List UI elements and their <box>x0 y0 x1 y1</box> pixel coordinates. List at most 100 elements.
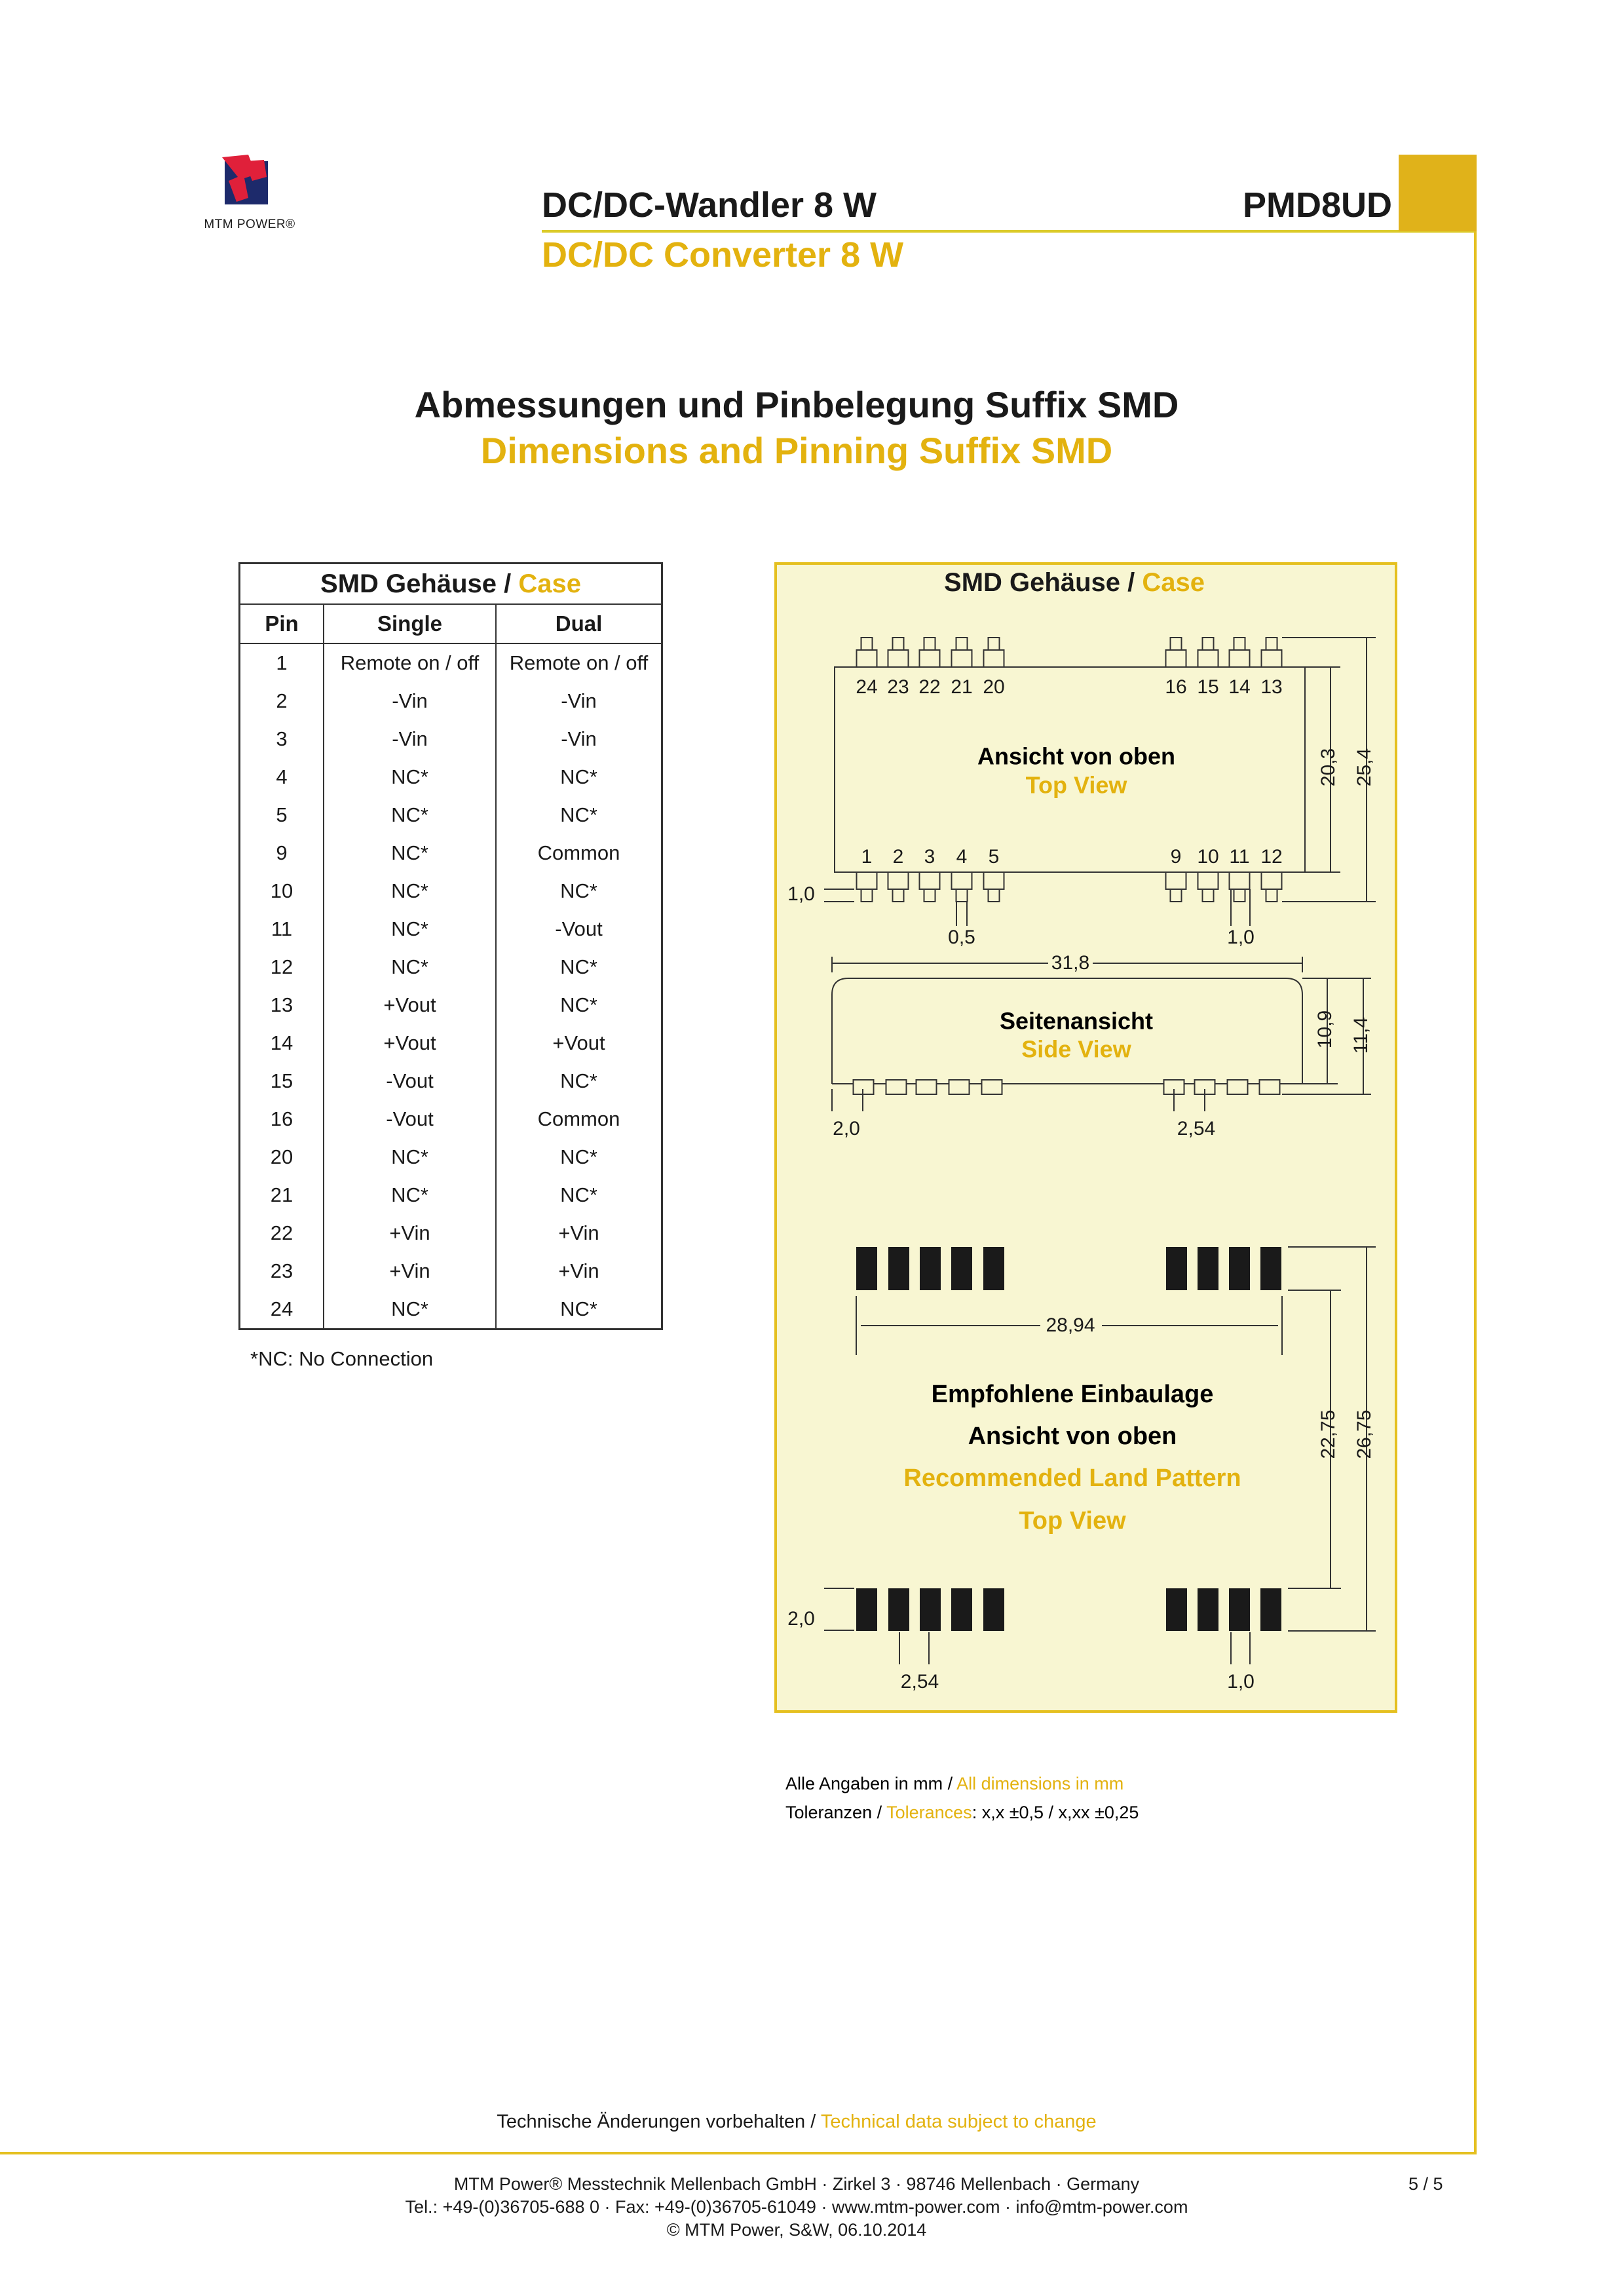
title-german: DC/DC-Wandler 8 W <box>542 185 877 225</box>
table-row: 9 NC* Common <box>238 834 663 872</box>
land-pattern-label-german: Empfohlene Einbaulage <box>932 1381 1214 1408</box>
diagram-title-german: SMD Gehäuse / <box>944 568 1142 597</box>
column-header-dual: Dual <box>495 603 663 644</box>
pin-outline <box>1228 871 1251 890</box>
pin-side <box>981 1079 1003 1095</box>
module-body-top-view <box>834 666 1306 873</box>
pin-cell: 12 <box>238 948 324 986</box>
pin-cell: 20 <box>238 1138 324 1176</box>
table-row: 5 NC* NC* <box>238 796 663 834</box>
pin-cell: 9 <box>238 834 324 872</box>
table-row: 24 NC* NC* <box>238 1290 663 1330</box>
pin-tip <box>955 889 968 902</box>
units-note: Alle Angaben in mm / All dimensions in m… <box>785 1774 1124 1793</box>
pin-cell: 21 <box>238 1176 324 1214</box>
footer-divider <box>0 2152 1477 2154</box>
dimension-label: 31,8 <box>1051 952 1089 974</box>
pin-number-label: 2 <box>893 846 904 868</box>
table-row: 21 NC* NC* <box>238 1176 663 1214</box>
single-cell: NC* <box>323 1176 497 1214</box>
solder-pad <box>1229 1247 1250 1290</box>
pin-outline <box>918 871 941 890</box>
dimension-label: 20,3 <box>1317 748 1339 786</box>
pin-cell: 14 <box>238 1024 324 1062</box>
title-divider <box>542 230 1477 233</box>
dual-cell: NC* <box>495 872 663 910</box>
solder-pad <box>888 1247 909 1290</box>
table-row: 13 +Vout NC* <box>238 986 663 1024</box>
dual-cell: +Vout <box>495 1024 663 1062</box>
solder-pad <box>1260 1247 1281 1290</box>
solder-pad <box>1260 1588 1281 1631</box>
caption-german: SMD Gehäuse / <box>320 569 519 598</box>
page-number: 5 / 5 <box>1408 2174 1443 2194</box>
pin-side <box>1226 1079 1249 1095</box>
single-cell: -Vout <box>323 1062 497 1100</box>
right-border <box>1474 231 1477 2154</box>
solder-pad <box>951 1247 972 1290</box>
pin-number-label: 16 <box>1165 676 1186 698</box>
single-cell: +Vin <box>323 1214 497 1252</box>
solder-pad <box>951 1588 972 1631</box>
pin-cell: 13 <box>238 986 324 1024</box>
dimension-label: 1,0 <box>1227 927 1255 948</box>
table-row: 16 -Vout Common <box>238 1100 663 1138</box>
pin-outline <box>1228 649 1251 668</box>
dual-cell: -Vin <box>495 720 663 758</box>
pin-tip <box>892 637 905 651</box>
pin-tip <box>1201 637 1215 651</box>
solder-pad <box>1198 1247 1218 1290</box>
pinning-table: SMD Gehäuse / Case Pin Single Dual 1 Remo… <box>238 562 663 1330</box>
solder-pad <box>856 1588 877 1631</box>
case-drawing-panel <box>774 562 1397 1713</box>
single-cell: NC* <box>323 910 497 948</box>
top-view-label-german: Ansicht von oben <box>977 743 1175 770</box>
table-row: 23 +Vin +Vin <box>238 1252 663 1290</box>
table-row: 11 NC* -Vout <box>238 910 663 948</box>
dual-cell: NC* <box>495 758 663 796</box>
table-caption: SMD Gehäuse / Case <box>238 562 663 605</box>
section-heading-english: Dimensions and Pinning Suffix SMD <box>480 430 1113 471</box>
dimension-label: 2,54 <box>901 1671 939 1693</box>
side-view-label-german: Seitenansicht <box>1000 1008 1153 1035</box>
pin-number-label: 3 <box>924 846 935 868</box>
dimension-label: 1,0 <box>1227 1671 1255 1693</box>
tolerance-note: Toleranzen / Tolerances: x,x ±0,5 / x,xx… <box>785 1803 1139 1822</box>
pin-outline <box>983 871 1005 890</box>
pin-side <box>885 1079 907 1095</box>
dual-cell: NC* <box>495 1062 663 1100</box>
dual-cell: NC* <box>495 1138 663 1176</box>
pin-outline <box>1197 871 1219 890</box>
solder-pad <box>983 1247 1004 1290</box>
company-address: MTM Power® Messtechnik Mellenbach GmbH ·… <box>453 2174 1140 2194</box>
pin-tip <box>923 637 936 651</box>
pin-tip <box>1201 889 1215 902</box>
column-header-pin: Pin <box>238 603 324 644</box>
dual-cell: NC* <box>495 948 663 986</box>
pin-outline <box>1197 649 1219 668</box>
pin-outline <box>951 649 973 668</box>
pin-outline <box>1165 871 1187 890</box>
pin-number-label: 22 <box>918 676 940 698</box>
table-row: 3 -Vin -Vin <box>238 720 663 758</box>
pin-number-label: 12 <box>1260 846 1282 868</box>
land-pattern-view-english: Top View <box>1019 1507 1126 1535</box>
pin-cell: 4 <box>238 758 324 796</box>
pin-outline <box>887 649 909 668</box>
single-cell: NC* <box>323 796 497 834</box>
title-english: DC/DC Converter 8 W <box>542 235 904 275</box>
dual-cell: -Vout <box>495 910 663 948</box>
pin-cell: 22 <box>238 1214 324 1252</box>
pin-number-label: 14 <box>1228 676 1250 698</box>
pin-tip <box>1233 889 1246 902</box>
pin-cell: 1 <box>238 643 324 682</box>
single-cell: NC* <box>323 834 497 872</box>
pin-outline <box>887 871 909 890</box>
pin-cell: 5 <box>238 796 324 834</box>
pin-number-label: 20 <box>983 676 1004 698</box>
single-cell: NC* <box>323 1290 497 1330</box>
pin-tip <box>1265 637 1278 651</box>
dimension-label: 28,94 <box>1046 1314 1095 1336</box>
pin-number-label: 11 <box>1229 846 1249 868</box>
